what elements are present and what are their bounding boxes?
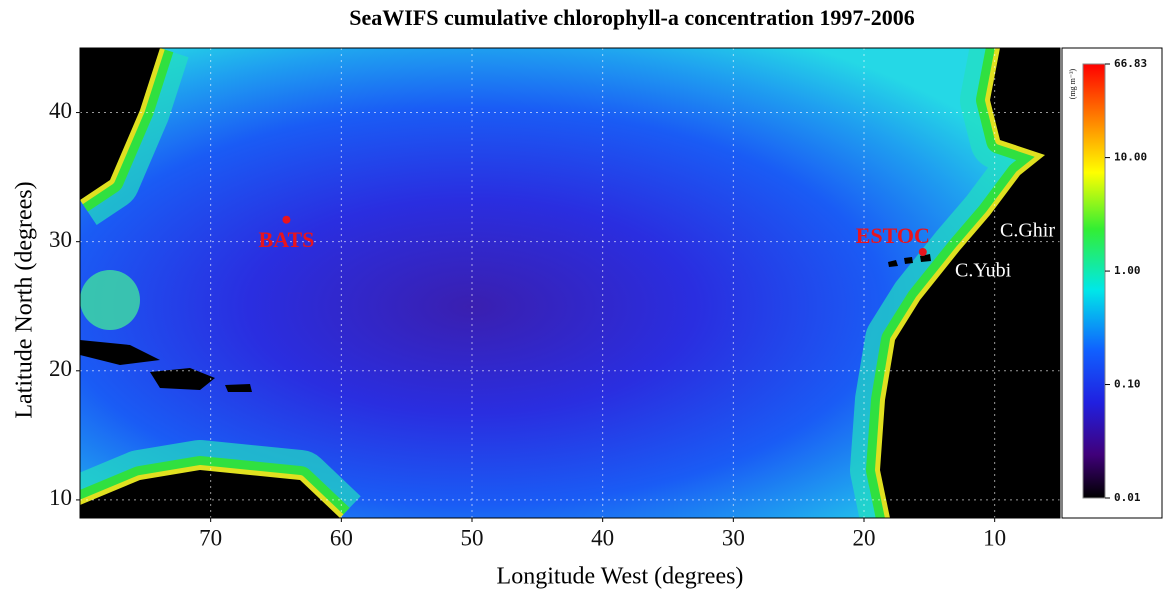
annotation: C.Ghir <box>1000 220 1055 242</box>
y-tick-label: 20 <box>49 356 72 381</box>
stations: BATS ESTOC <box>259 215 930 257</box>
colorbar <box>1082 63 1106 499</box>
colorbar-tick-label: 1.00 <box>1114 264 1141 277</box>
x-tick-label: 60 <box>330 525 353 550</box>
title: SeaWIFS cumulative chlorophyll-a concent… <box>349 5 914 30</box>
x-tick-label: 10 <box>983 525 1006 550</box>
y-tick-label: 40 <box>49 98 72 123</box>
station <box>282 215 291 224</box>
x-tick-label: 40 <box>591 525 614 550</box>
islands-glow <box>80 270 140 330</box>
station-label: ESTOC <box>856 223 930 248</box>
map: BATS ESTOC C.Ghir C.Yubi <box>80 48 1060 518</box>
grid <box>80 48 1060 518</box>
x-tick-label: 20 <box>853 525 876 550</box>
y-tick-label: 10 <box>49 485 72 510</box>
y-axis-label: Latitude North (degrees) <box>12 181 38 418</box>
colorbar-unit: (mg m⁻³) <box>1068 68 1077 99</box>
annotation: C.Yubi <box>955 260 1012 282</box>
colorbar-ticks: 66.83 10.00 1.00 0.10 0.01 <box>1105 57 1147 504</box>
colorbar-tick-label: 10.00 <box>1114 151 1147 164</box>
plot-frame <box>79 47 1061 519</box>
x-tick-label: 50 <box>461 525 484 550</box>
x-tick-label: 70 <box>199 525 222 550</box>
land <box>80 48 1060 518</box>
station <box>918 248 927 257</box>
colorbar-tick-label: 0.01 <box>1114 491 1141 504</box>
y-tick-label: 30 <box>49 227 72 252</box>
colorbar-tick-label: 0.10 <box>1114 378 1141 391</box>
colorbar-panel <box>1061 47 1163 519</box>
x-tick-label: 30 <box>722 525 745 550</box>
station-label: BATS <box>259 227 315 252</box>
x-axis-label: Longitude West (degrees) <box>497 564 744 590</box>
colorbar-tick-label: 66.83 <box>1114 57 1147 70</box>
axes: 70 60 50 40 30 20 10 10 20 30 40 <box>49 98 1006 550</box>
